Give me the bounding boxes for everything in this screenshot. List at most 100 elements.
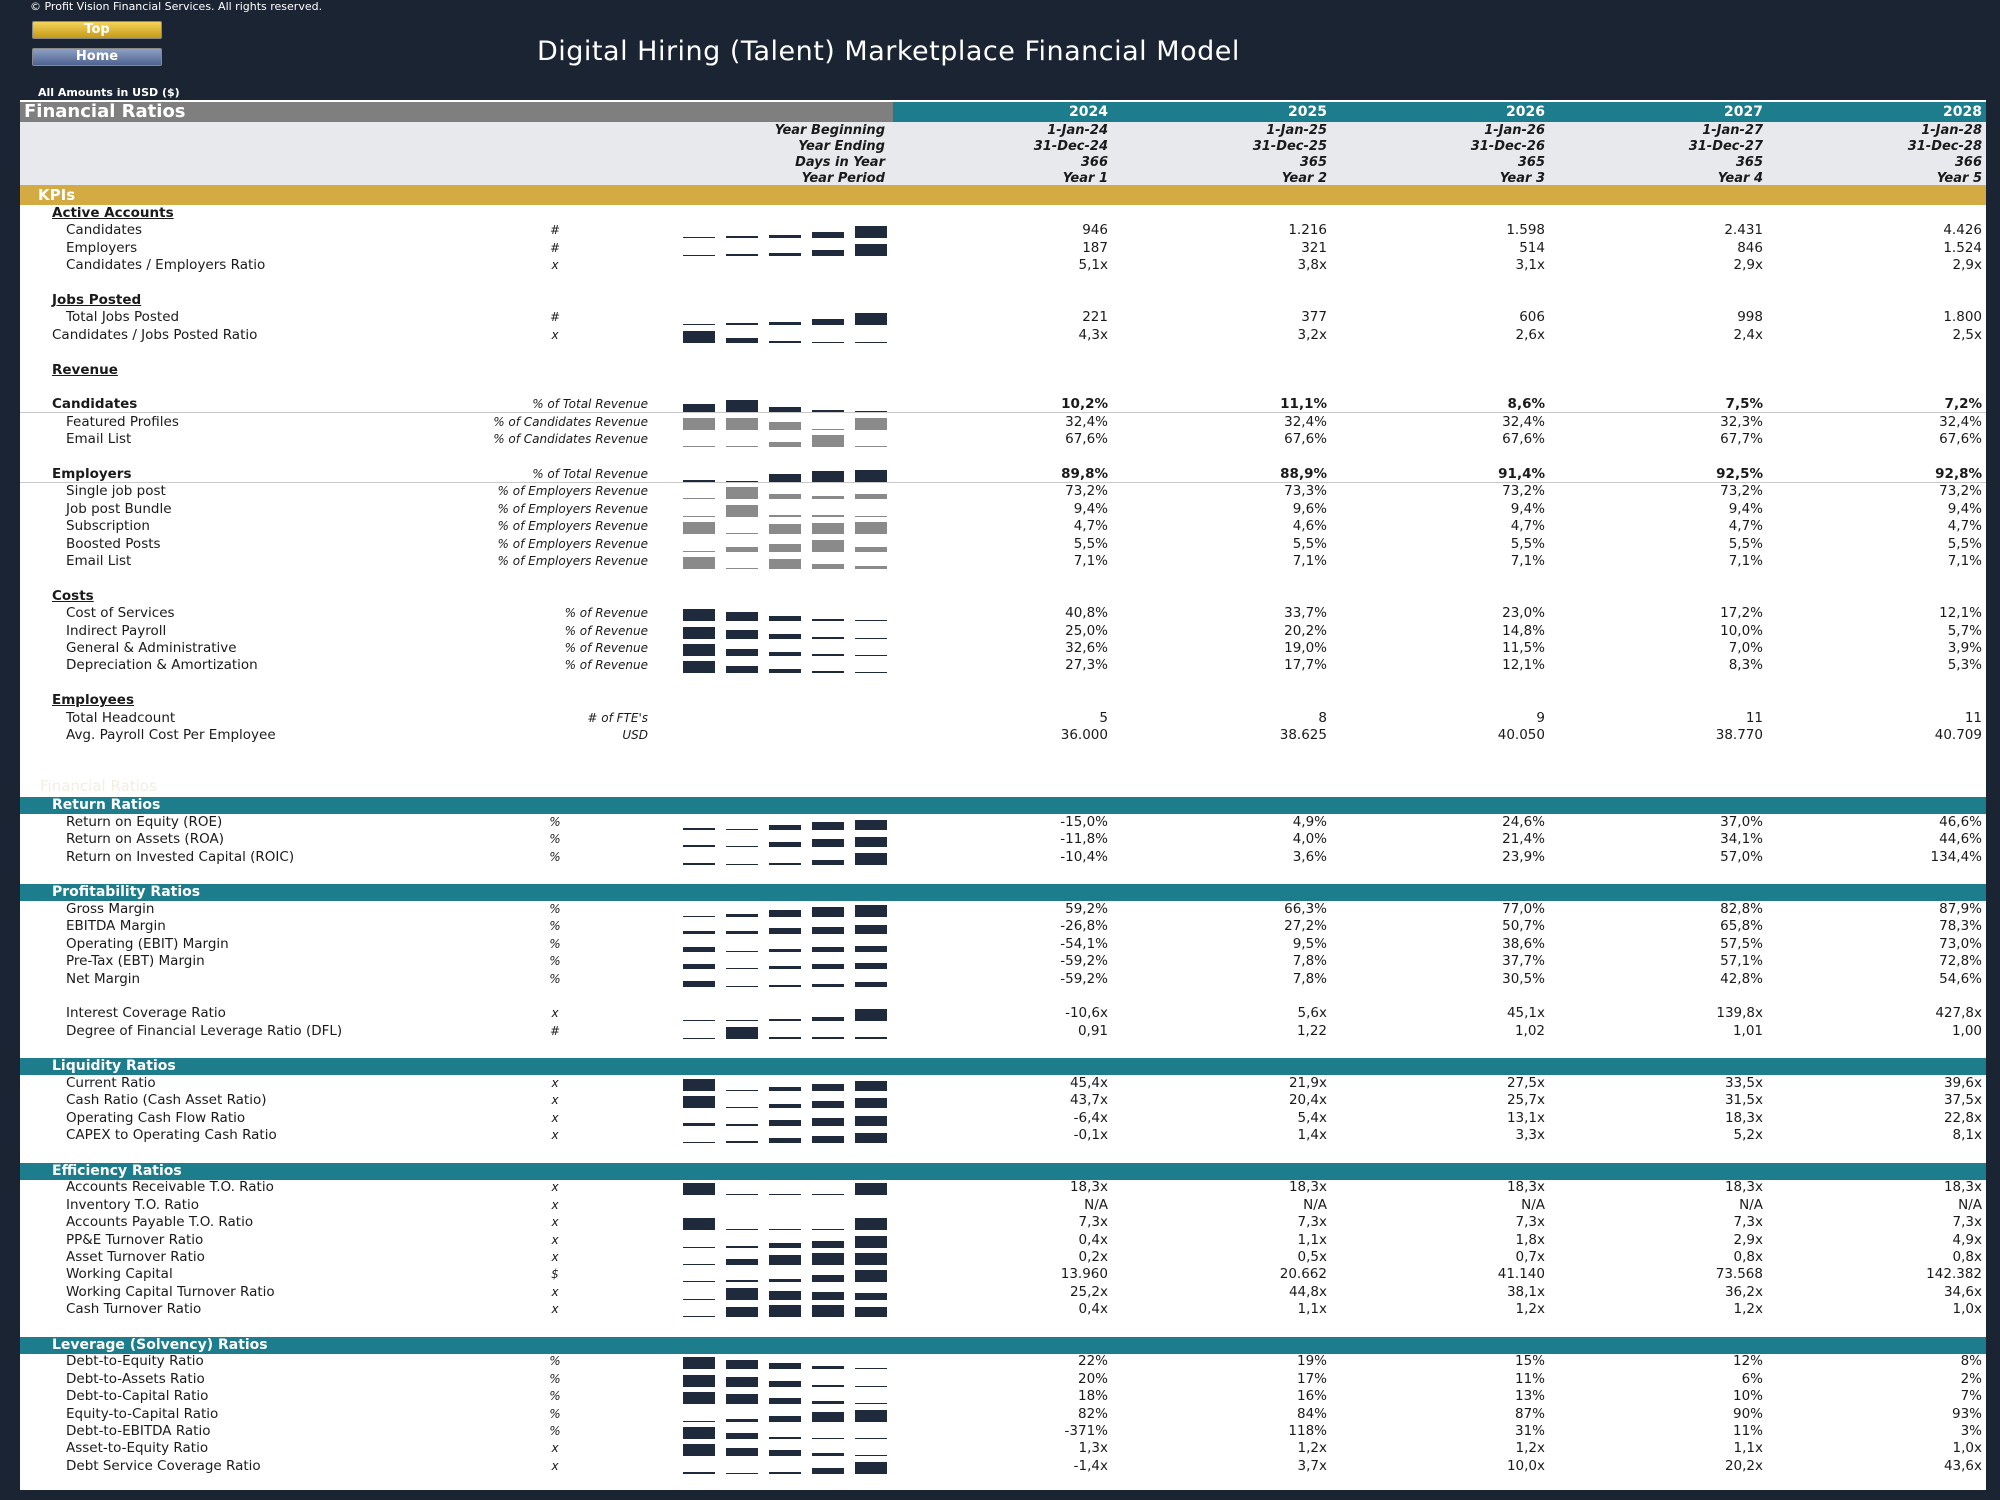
- spark-bar: [726, 487, 758, 500]
- row-unit: %: [549, 902, 561, 916]
- period-value: 365: [1299, 155, 1327, 170]
- sparkline-chart: [683, 1423, 887, 1440]
- period-value: Year 5: [1936, 171, 1982, 186]
- spark-bar: [855, 1292, 887, 1300]
- row-label: Asset Turnover Ratio: [66, 1249, 205, 1265]
- row-value: 11%: [1732, 1423, 1763, 1439]
- row-label: Debt-to-EBITDA Ratio: [66, 1423, 211, 1439]
- row-value: 16%: [1296, 1388, 1327, 1405]
- spark-bar: [683, 609, 715, 622]
- spark-bar: [855, 243, 887, 256]
- row-value: 84%: [1296, 1405, 1327, 1422]
- sparkline-chart: [683, 414, 887, 431]
- spark-bar: [726, 666, 758, 674]
- table-row: Total Jobs Posted #221 377 606 998 1.800: [0, 309, 2000, 326]
- row-value: 427,8x: [1935, 1005, 1982, 1022]
- row-value: 8%: [1960, 1353, 1982, 1370]
- row-label: Equity-to-Capital Ratio: [66, 1405, 219, 1422]
- home-button[interactable]: Home: [32, 48, 162, 66]
- spark-bar: [812, 1384, 844, 1387]
- row-value: 5: [1099, 709, 1108, 726]
- spark-bar: [769, 633, 801, 639]
- table-row: Pre-Tax (EBT) Margin% -59,2% 7,8% 37,7% 57,1…: [0, 953, 2000, 970]
- period-value: 1-Jan-25: [1266, 123, 1327, 138]
- row-value: 1,22: [1296, 1022, 1327, 1039]
- row-value: 45,4x: [1069, 1075, 1108, 1091]
- spark-bar: [855, 981, 887, 987]
- row-value: 2,4x: [1733, 326, 1763, 343]
- row-unit: % of Employers Revenue: [497, 484, 648, 499]
- sparkline-chart: [683, 396, 887, 413]
- spark-bar: [855, 1115, 887, 1126]
- spark-bar: [855, 515, 887, 517]
- year-header: 2027: [1724, 104, 1763, 120]
- row-value: 22%: [1077, 1353, 1108, 1370]
- row-value: 1,4x: [1297, 1127, 1327, 1144]
- section-bar: [20, 797, 1986, 815]
- row-unit: % of Candidates Revenue: [493, 432, 648, 447]
- row-value: 12,1%: [1502, 657, 1545, 674]
- spark-bar: [726, 1360, 758, 1370]
- spark-bar: [769, 442, 801, 448]
- spark-bar: [855, 522, 887, 535]
- row-label: Indirect Payroll: [66, 622, 167, 639]
- spark-bar: [683, 1357, 715, 1370]
- row-value: 73,3%: [1284, 483, 1327, 500]
- row-value: 9,4%: [1947, 500, 1982, 517]
- row-value: 12,1%: [1939, 605, 1982, 622]
- spark-bar: [812, 1194, 844, 1196]
- period-value: 31-Dec-26: [1470, 139, 1545, 154]
- spark-bar: [812, 1366, 844, 1370]
- row-label: Avg. Payroll Cost Per Employee: [66, 727, 276, 743]
- spark-bar: [769, 407, 801, 413]
- spark-bar: [855, 226, 887, 239]
- spark-bar: [769, 1290, 801, 1300]
- row-value: 17,7%: [1284, 657, 1327, 674]
- row-value: N/A: [1521, 1196, 1545, 1213]
- spark-bar: [726, 829, 758, 830]
- spark-bar: [812, 319, 844, 326]
- row-value: 5,3%: [1947, 657, 1982, 674]
- left-border: [0, 100, 20, 1500]
- table-row: Operating Cash Flow Ratio x -6,4x 5,4x 13,1x…: [0, 1110, 2000, 1127]
- spark-bar: [726, 236, 758, 239]
- row-value: 67,6%: [1502, 431, 1545, 448]
- row-value: 221: [1082, 309, 1108, 326]
- row-separator: [20, 412, 1986, 414]
- row-value: 31,5x: [1724, 1092, 1763, 1109]
- row-value: 7,5%: [1725, 396, 1763, 413]
- sparkline-chart: [683, 831, 887, 848]
- row-unit: #: [549, 1023, 561, 1038]
- row-label: Return on Invested Capital (ROIC): [66, 848, 295, 865]
- spark-bar: [769, 928, 801, 935]
- spark-bar: [769, 524, 801, 535]
- row-label: Candidates: [52, 396, 138, 413]
- spark-bar: [726, 1259, 758, 1265]
- row-value: 2.431: [1724, 222, 1763, 239]
- top-button[interactable]: Top: [32, 21, 162, 39]
- row-value: 10,0x: [1506, 1457, 1545, 1474]
- table-row: Indirect Payroll % of Revenue 25,0% 20,2% 14…: [0, 623, 2000, 640]
- row-value: 1.216: [1288, 222, 1327, 239]
- sparkline-chart: [683, 1110, 887, 1127]
- table-row: Subscription % of Employers Revenue 4,7% 4,…: [0, 518, 2000, 535]
- spark-bar: [769, 862, 801, 865]
- spark-bar: [855, 945, 887, 952]
- row-value: 36.000: [1060, 727, 1108, 743]
- spark-bar: [769, 1437, 801, 1439]
- row-value: 24,6%: [1502, 814, 1545, 830]
- bottom-border: [0, 1490, 2000, 1500]
- row-value: 11: [1745, 709, 1763, 726]
- row-value: 142.382: [1926, 1266, 1982, 1283]
- spark-bar: [769, 252, 801, 256]
- row-value: 321: [1301, 239, 1327, 256]
- table-row: Current Ratio x 45,4x 21,9x 27,5x 33,5x 39,6x: [0, 1075, 2000, 1092]
- row-value: 9,5%: [1292, 935, 1327, 952]
- row-value: 4,9x: [1952, 1231, 1982, 1248]
- row-value: 1,3x: [1078, 1440, 1108, 1457]
- row-value: -10,4%: [1060, 848, 1108, 865]
- currency-note: All Amounts in USD ($): [38, 86, 180, 99]
- spark-bar: [769, 910, 801, 917]
- row-label: Boosted Posts: [66, 535, 161, 552]
- spark-bar: [683, 1316, 715, 1318]
